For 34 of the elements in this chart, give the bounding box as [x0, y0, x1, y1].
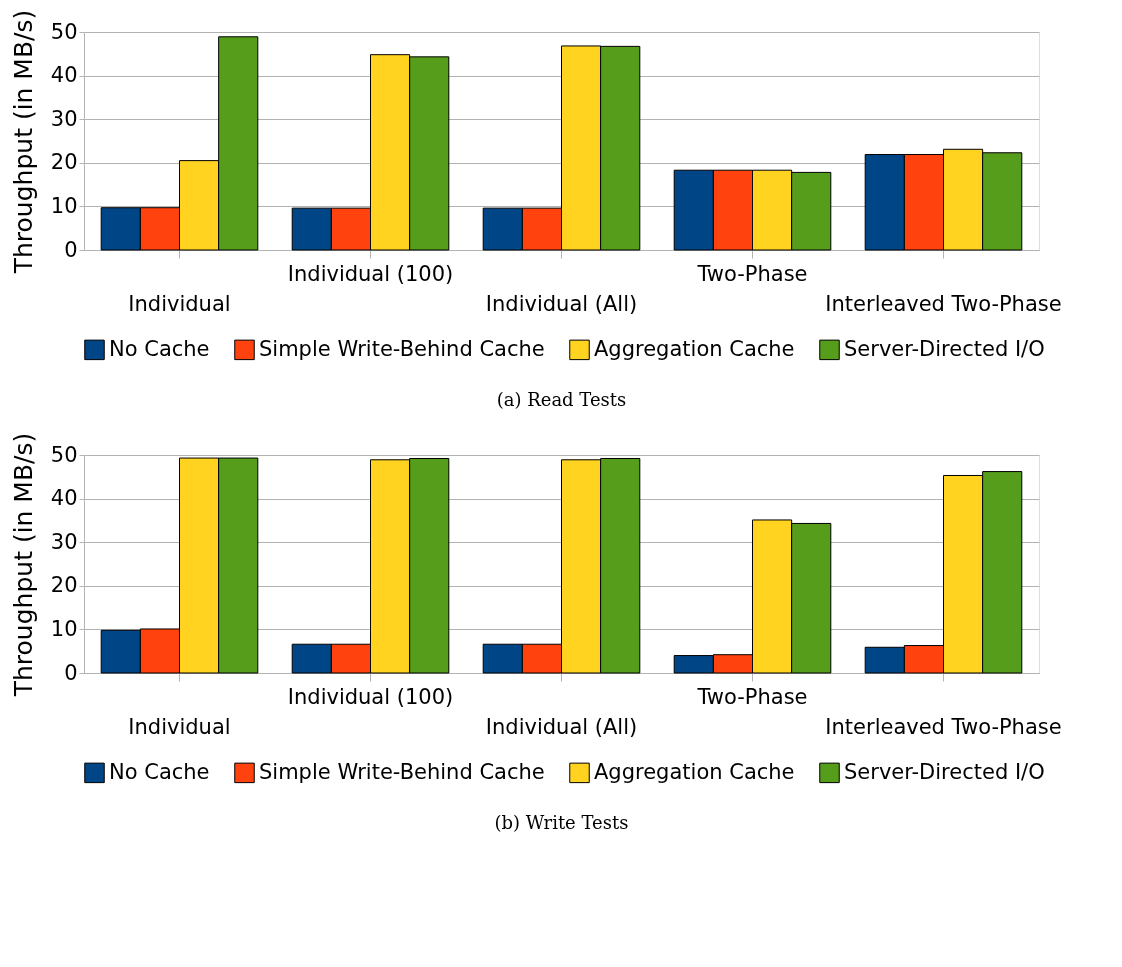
y-tick-label: 10: [50, 616, 78, 641]
x-tick-label: Individual: [128, 715, 231, 739]
legend-label: Aggregation Cache: [594, 759, 795, 784]
x-tick-label: Two-Phase: [696, 262, 808, 286]
y-tick-label: 40: [50, 63, 78, 88]
y-tick-label: 50: [50, 442, 78, 467]
x-tick-label: Individual (All): [485, 715, 638, 739]
y-tick-label: 40: [50, 486, 78, 511]
y-tick-label: 10: [50, 193, 78, 218]
x-tick-label: Interleaved Two-Phase: [825, 292, 1062, 316]
x-tick-label: Two-Phase: [696, 685, 808, 709]
legend-label: Aggregation Cache: [594, 336, 795, 361]
y-tick-label: 0: [64, 660, 78, 685]
y-tick-label: 50: [50, 19, 78, 44]
legend-label: Server-Directed I/O: [844, 336, 1045, 361]
legend-label: Server-Directed I/O: [844, 759, 1045, 784]
y-tick-label: 30: [50, 529, 78, 554]
legend-label: No Cache: [109, 336, 210, 361]
text: (b) Write Tests: [494, 812, 629, 833]
x-tick-label: Interleaved Two-Phase: [825, 715, 1062, 739]
y-tick-label: 0: [64, 237, 78, 262]
x-tick-label: Individual (100): [287, 685, 454, 709]
y-axis-title: Throughput (in MB/s): [8, 432, 38, 698]
legend-label: Simple Write-Behind Cache: [259, 759, 545, 784]
text: (a) Read Tests: [496, 389, 627, 410]
y-tick-label: 30: [50, 106, 78, 131]
legend-label: Simple Write-Behind Cache: [259, 336, 545, 361]
y-axis-title: Throughput (in MB/s): [8, 9, 38, 275]
y-tick-label: 20: [50, 150, 78, 175]
y-tick-label: 20: [50, 573, 78, 598]
x-tick-label: Individual (All): [485, 292, 638, 316]
legend-label: No Cache: [109, 759, 210, 784]
x-tick-label: Individual (100): [287, 262, 454, 286]
x-tick-label: Individual: [128, 292, 231, 316]
